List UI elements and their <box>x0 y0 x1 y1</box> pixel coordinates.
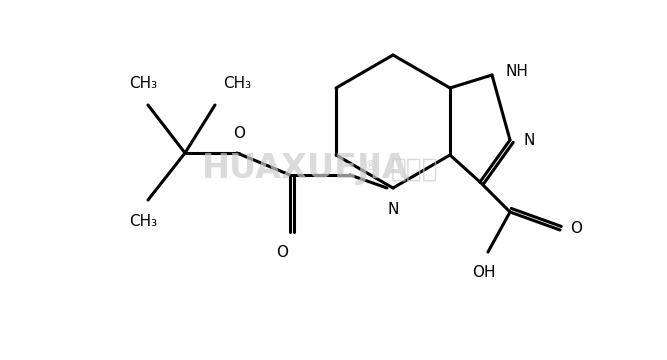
Text: O: O <box>570 220 582 235</box>
Text: CH₃: CH₃ <box>129 76 157 91</box>
Text: 化学加: 化学加 <box>391 157 439 183</box>
Text: HUAXUEJIA: HUAXUEJIA <box>201 152 408 185</box>
Text: NH: NH <box>506 63 529 78</box>
Text: OH: OH <box>472 265 496 280</box>
Text: CH₃: CH₃ <box>223 76 251 91</box>
Text: O: O <box>276 245 288 260</box>
Text: CH₃: CH₃ <box>129 214 157 229</box>
Text: ®: ® <box>363 160 377 174</box>
Text: O: O <box>233 126 245 141</box>
Text: N: N <box>388 202 399 217</box>
Text: N: N <box>524 132 536 148</box>
